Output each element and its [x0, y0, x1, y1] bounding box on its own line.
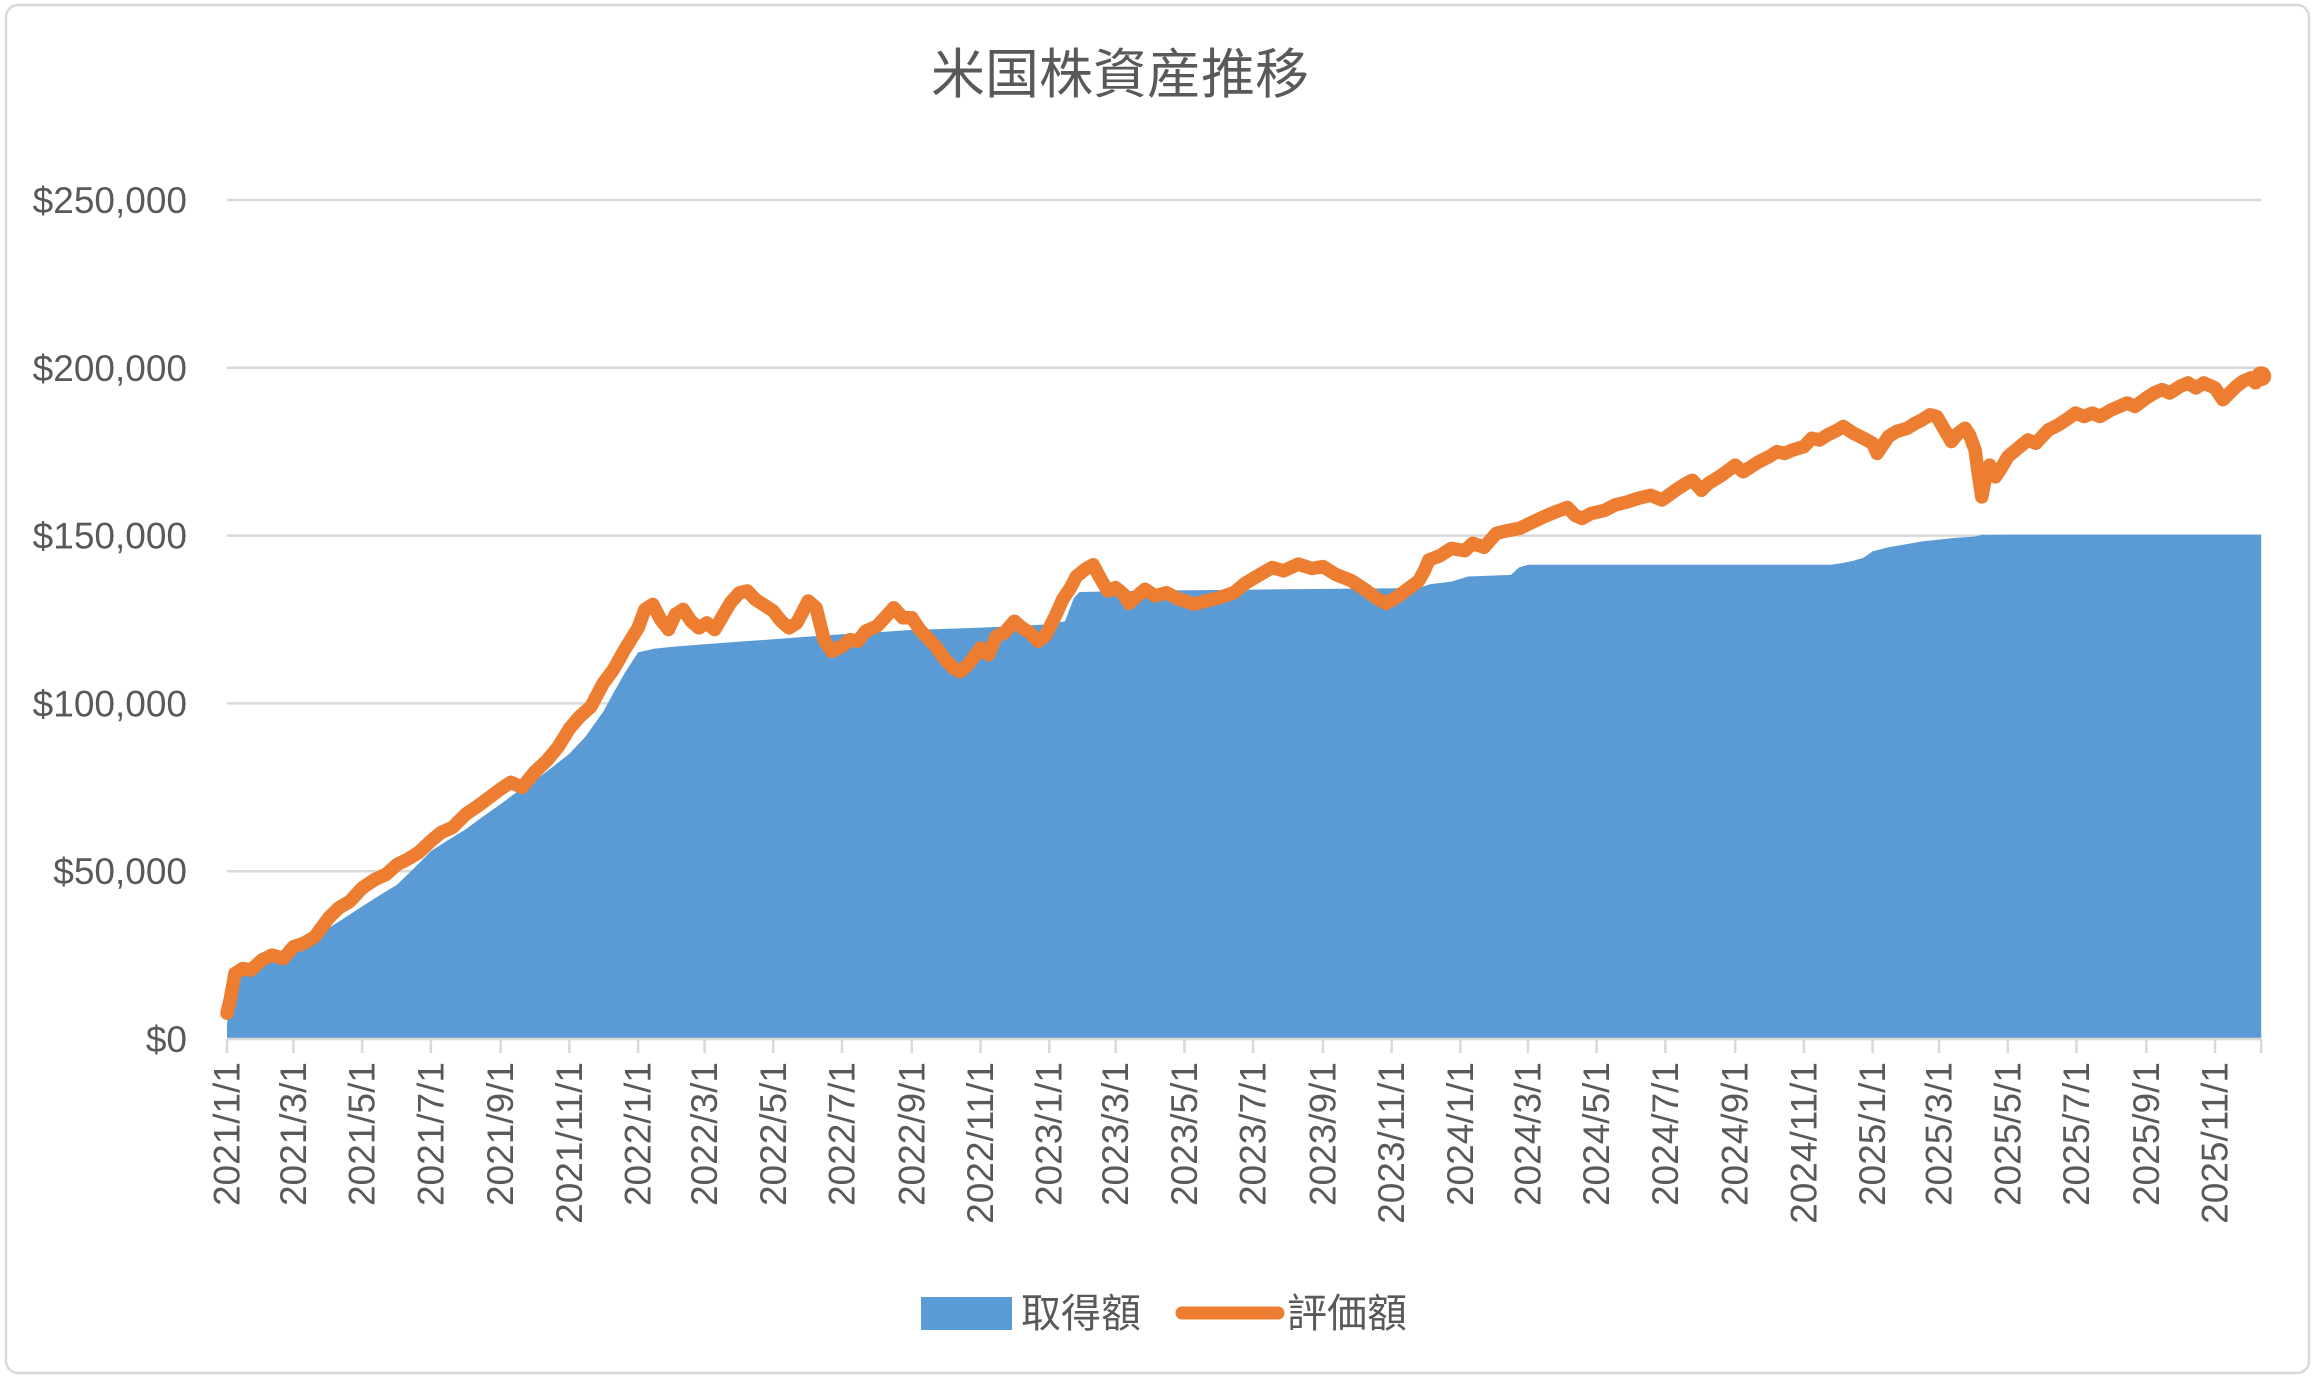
x-axis-label: 2024/3/1: [1507, 1062, 1548, 1206]
value-line-end-marker: [2251, 366, 2272, 387]
legend-label-value: 評価額: [1287, 1292, 1407, 1336]
cost-area: [227, 534, 2262, 1039]
x-axis-label: 2023/5/1: [1164, 1062, 1205, 1206]
x-axis-label: 2022/1/1: [618, 1062, 659, 1206]
x-axis-label: 2024/7/1: [1645, 1062, 1686, 1206]
y-axis-label: $250,000: [33, 180, 187, 221]
y-axis-label: $0: [146, 1019, 187, 1060]
x-axis-label: 2025/3/1: [1919, 1062, 1960, 1206]
x-axis-label: 2025/5/1: [1987, 1062, 2028, 1206]
x-axis-label: 2022/5/1: [753, 1062, 794, 1206]
y-axis-label: $100,000: [33, 683, 187, 724]
x-axis-label: 2025/9/1: [2126, 1062, 2167, 1206]
x-axis-label: 2021/7/1: [410, 1062, 451, 1206]
y-axis-labels: $0 $50,000 $100,000 $150,000 $200,000 $250,00…: [33, 180, 187, 1060]
x-axis-label: 2023/9/1: [1302, 1062, 1343, 1206]
x-axis-label: 2024/5/1: [1576, 1062, 1617, 1206]
x-axis-label: 2021/1/1: [207, 1062, 248, 1206]
y-axis-label: $50,000: [53, 851, 187, 892]
x-axis-label: 2023/11/1: [1371, 1062, 1412, 1224]
x-axis-label: 2025/7/1: [2056, 1062, 2097, 1206]
y-axis-label: $150,000: [33, 516, 187, 557]
x-axis-label: 2024/9/1: [1715, 1062, 1756, 1206]
x-axis-label: 2022/9/1: [891, 1062, 932, 1206]
x-axis-label: 2025/11/1: [2195, 1062, 2236, 1224]
x-axis-label: 2021/5/1: [342, 1062, 383, 1206]
x-axis-label: 2022/7/1: [821, 1062, 862, 1206]
y-axis-label: $200,000: [33, 348, 187, 389]
x-axis-label: 2023/3/1: [1095, 1062, 1136, 1206]
x-axis-label: 2021/3/1: [273, 1062, 314, 1206]
chart-title: 米国株資産推移: [931, 45, 1309, 105]
x-axis-label: 2021/11/1: [549, 1062, 590, 1224]
x-axis-labels: 2021/1/1 2021/3/1 2021/5/1 2021/7/1 2021/9/1…: [207, 1062, 2236, 1224]
axes: [225, 1037, 2263, 1053]
legend-area-swatch: [921, 1297, 1012, 1330]
x-axis-label: 2023/7/1: [1233, 1062, 1274, 1206]
x-axis-label: 2022/3/1: [684, 1062, 725, 1206]
x-axis-label: 2022/11/1: [960, 1062, 1001, 1224]
legend-label-cost: 取得額: [1021, 1292, 1141, 1336]
x-axis-label: 2021/9/1: [480, 1062, 521, 1206]
value-line: [220, 369, 2268, 1020]
plot-area: [220, 366, 2272, 1039]
x-axis-label: 2025/1/1: [1852, 1062, 1893, 1206]
x-axis-label: 2023/1/1: [1029, 1062, 1070, 1206]
legend: 取得額 評価額: [921, 1292, 1407, 1336]
x-axis-label: 2024/1/1: [1440, 1062, 1481, 1206]
x-axis-label: 2024/11/1: [1783, 1062, 1824, 1224]
